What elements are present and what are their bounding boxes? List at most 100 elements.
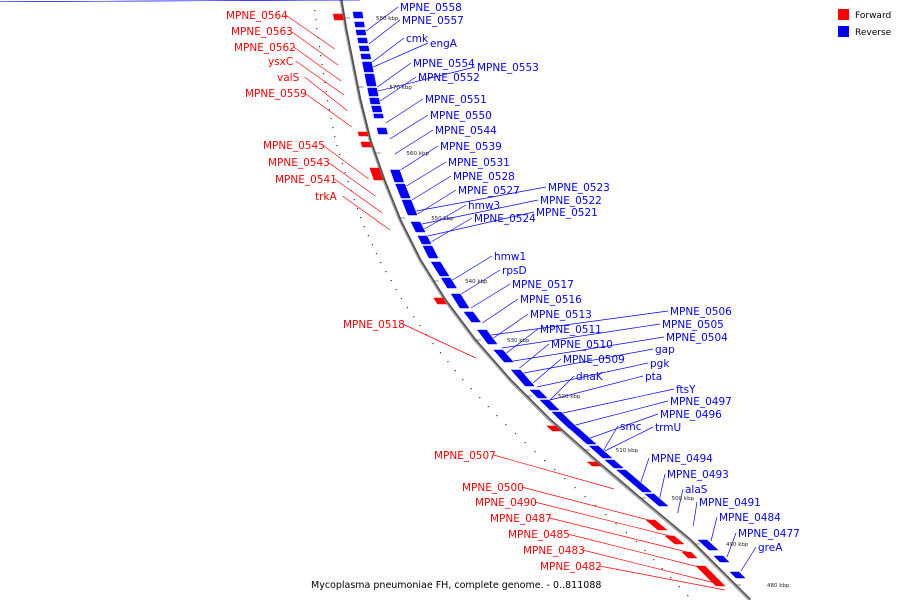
reverse-leader-line bbox=[461, 269, 501, 295]
reverse-gene-label: smc bbox=[620, 421, 642, 433]
skew-dot bbox=[505, 424, 507, 426]
skew-dot bbox=[524, 442, 526, 444]
skew-dot bbox=[390, 280, 392, 282]
reverse-gene-label: MPNE_0531 bbox=[448, 157, 510, 169]
reverse-leader-line bbox=[470, 283, 511, 309]
skew-dot bbox=[353, 199, 355, 201]
reverse-leader-line bbox=[491, 310, 669, 336]
reverse-gene-label: MPNE_0523 bbox=[548, 182, 610, 194]
reverse-gene-block bbox=[371, 105, 383, 113]
skew-dot bbox=[359, 217, 362, 219]
forward-gene-block bbox=[705, 575, 726, 587]
reverse-leader-line bbox=[378, 66, 476, 92]
reverse-gene-label: MPNE_0496 bbox=[660, 409, 722, 421]
reverse-gene-label: MPNE_0484 bbox=[719, 512, 781, 524]
forward-leader-line bbox=[290, 30, 339, 66]
forward-leader-line bbox=[304, 92, 352, 128]
reverse-gene-block bbox=[477, 329, 498, 345]
skew-dot bbox=[356, 208, 358, 210]
reverse-gene-block bbox=[417, 235, 432, 245]
reverse-gene-label: MPNE_0477 bbox=[738, 528, 800, 540]
forward-leader-line bbox=[285, 14, 335, 50]
skew-dot bbox=[439, 352, 442, 354]
forward-gene-label: MPNE_0518 bbox=[343, 319, 405, 331]
skew-dot bbox=[344, 172, 346, 174]
tick-label: 570 kbp bbox=[389, 85, 412, 91]
skew-dot bbox=[447, 361, 449, 363]
forward-gene-block bbox=[357, 131, 369, 137]
skew-dot bbox=[375, 253, 378, 255]
skew-dot bbox=[332, 127, 334, 129]
reverse-leader-line bbox=[710, 516, 718, 542]
label-leader-lines bbox=[285, 6, 757, 591]
reverse-gene-label: MPNE_0509 bbox=[563, 354, 625, 366]
reverse-leader-line bbox=[385, 98, 424, 124]
reverse-leader-line bbox=[411, 175, 452, 201]
reverse-gene-label: MPNE_0494 bbox=[651, 453, 713, 465]
reverse-gene-block bbox=[440, 277, 457, 289]
reverse-gene-block bbox=[713, 555, 730, 563]
skew-dot bbox=[318, 46, 321, 48]
skew-dot bbox=[454, 370, 456, 372]
reverse-leader-line bbox=[430, 217, 473, 243]
reverse-gene-block bbox=[588, 445, 613, 459]
reverse-gene-block bbox=[539, 399, 560, 411]
forward-leader-line bbox=[293, 46, 342, 82]
reverse-gene-block bbox=[463, 311, 481, 323]
map-caption: Mycoplasma pneumoniae FH, complete genom… bbox=[311, 580, 601, 591]
forward-gene-label: MPNE_0541 bbox=[275, 174, 337, 186]
reverse-leader-line bbox=[549, 375, 644, 401]
reverse-gene-label: MPNE_0554 bbox=[413, 58, 475, 70]
forward-gene-label: ysxC bbox=[268, 56, 293, 68]
skew-dot bbox=[347, 181, 349, 183]
forward-leader-line bbox=[342, 195, 391, 231]
forward-leader-line bbox=[549, 517, 688, 553]
reverse-leader-line bbox=[513, 336, 665, 362]
forward-leader-line bbox=[304, 76, 348, 112]
reverse-gene-block bbox=[493, 349, 514, 363]
forward-gene-block bbox=[681, 551, 698, 559]
backbone-line bbox=[339, 0, 752, 600]
reverse-gene-label: MPNE_0527 bbox=[458, 185, 520, 197]
reverse-gene-label: dnaK bbox=[576, 371, 604, 383]
reverse-gene-block bbox=[367, 87, 379, 97]
skew-dot bbox=[336, 145, 338, 147]
forward-gene-label: MPNE_0564 bbox=[226, 10, 288, 22]
forward-gene-block bbox=[546, 425, 563, 432]
reverse-leader-line bbox=[726, 532, 737, 558]
reverse-leader-line bbox=[373, 42, 429, 68]
forward-leader-line bbox=[295, 60, 345, 96]
skew-dot bbox=[339, 154, 341, 156]
skew-dot bbox=[432, 343, 434, 345]
reverse-gene-label: greA bbox=[758, 542, 783, 554]
reverse-gene-label: MPNE_0511 bbox=[540, 324, 602, 336]
forward-gene-label: valS bbox=[277, 72, 300, 84]
forward-gene-label: MPNE_0545 bbox=[263, 140, 325, 152]
reverse-gene-block bbox=[510, 369, 535, 387]
forward-gene-block bbox=[369, 167, 382, 175]
skew-dot bbox=[554, 469, 556, 471]
skew-dot bbox=[584, 496, 586, 498]
forward-gene-label: MPNE_0507 bbox=[434, 450, 496, 462]
reverse-gene-block bbox=[405, 209, 418, 216]
reverse-leader-line bbox=[424, 204, 467, 230]
skew-dot bbox=[413, 316, 415, 318]
forward-gene-label: MPNE_0543 bbox=[268, 157, 330, 169]
skew-dot bbox=[687, 595, 689, 597]
reverse-gene-block bbox=[604, 459, 624, 469]
reverse-gene-block bbox=[551, 411, 570, 421]
forward-gene-label: MPNE_0487 bbox=[490, 513, 552, 525]
forward-gene-label: MPNE_0485 bbox=[508, 529, 570, 541]
reverse-leader-line bbox=[368, 19, 401, 45]
reverse-gene-block bbox=[410, 221, 426, 233]
skew-dot bbox=[479, 397, 481, 399]
skew-dot bbox=[325, 91, 327, 93]
skew-dot bbox=[400, 298, 403, 300]
reverse-gene-label: hmw1 bbox=[494, 251, 526, 263]
forward-gene-label: MPNE_0490 bbox=[475, 497, 537, 509]
skew-dot bbox=[406, 307, 409, 309]
forward-gene-block bbox=[433, 297, 447, 305]
reverse-gene-block bbox=[529, 389, 548, 399]
reverse-leader-line bbox=[400, 145, 439, 171]
reverse-gene-block bbox=[401, 199, 416, 211]
